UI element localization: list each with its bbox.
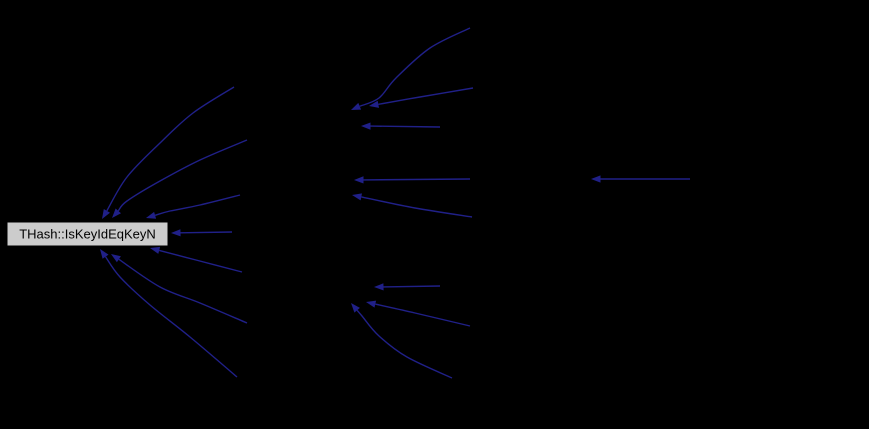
arrowhead-icon bbox=[150, 246, 161, 254]
arrowhead-icon bbox=[171, 229, 181, 237]
edge-layer bbox=[100, 27, 690, 379]
edge-caller-top-2 bbox=[117, 139, 248, 212]
arrowhead-icon bbox=[369, 100, 379, 108]
arrowhead-icon bbox=[146, 211, 157, 219]
edge-nested-caller-6 bbox=[383, 285, 441, 288]
arrowhead-icon bbox=[591, 175, 601, 183]
edge-nested-caller-5 bbox=[361, 196, 473, 218]
edge-nested-caller-1 bbox=[359, 27, 471, 107]
edge-caller-bottom-2 bbox=[118, 258, 248, 324]
arrowhead-icon bbox=[352, 193, 362, 201]
edge-caller-top-3 bbox=[154, 194, 241, 217]
arrowhead-icon bbox=[366, 300, 377, 308]
arrowhead-icon bbox=[361, 122, 371, 130]
edge-nested-caller-7 bbox=[375, 303, 471, 327]
function-node-label: THash::IsKeyIdEqKeyN bbox=[19, 227, 156, 242]
edge-nested-caller-8 bbox=[356, 309, 453, 379]
edge-nested-caller-2 bbox=[378, 87, 474, 106]
edge-caller-bottom-3 bbox=[104, 256, 238, 378]
arrowhead-icon bbox=[102, 209, 110, 219]
arrowhead-icon bbox=[351, 102, 362, 110]
arrowhead-icon bbox=[351, 303, 360, 313]
edge-nested-caller-4 bbox=[363, 178, 471, 181]
arrowhead-icon bbox=[100, 249, 109, 259]
edge-caller-bottom-1 bbox=[159, 249, 243, 273]
function-node-box[interactable] bbox=[6, 221, 169, 247]
arrowhead-icon bbox=[111, 254, 121, 263]
arrowhead-icon bbox=[354, 176, 364, 184]
edge-caller-top-1 bbox=[106, 86, 235, 212]
edge-caller-right bbox=[180, 231, 233, 234]
arrowhead-icon bbox=[112, 208, 121, 218]
arrowhead-icon bbox=[374, 283, 384, 291]
function-node[interactable]: THash::IsKeyIdEqKeyN bbox=[6, 221, 169, 247]
edge-nested-caller-3 bbox=[370, 125, 441, 128]
